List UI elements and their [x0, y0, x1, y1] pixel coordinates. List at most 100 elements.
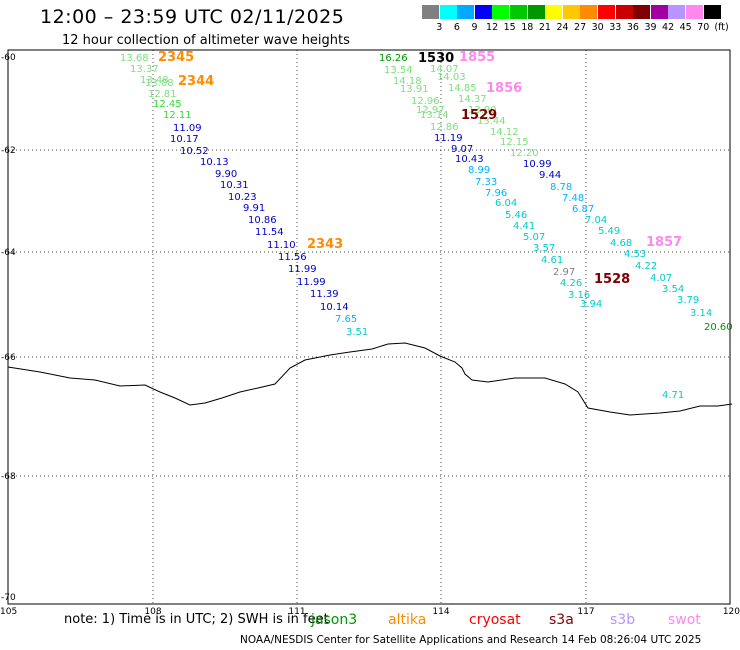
- wave-height-value: 4.41: [513, 221, 535, 232]
- colorbar-label: 12: [486, 22, 499, 33]
- colorbar-label: 9: [471, 22, 478, 33]
- wave-height-value: 11.99: [297, 277, 326, 288]
- colorbar-swatch: [686, 5, 703, 19]
- wave-height-value: 20.60: [704, 322, 733, 333]
- colorbar-swatch: [598, 5, 615, 19]
- wave-height-value: 11.09: [173, 123, 202, 134]
- colorbar-swatch: [668, 5, 686, 19]
- colorbar-label: 21: [538, 22, 551, 33]
- colorbar-label: 15: [503, 22, 516, 33]
- map-subtitle: 12 hour collection of altimeter wave hei…: [62, 33, 350, 48]
- wave-height-value: 11.56: [278, 252, 307, 263]
- wave-height-value: 12.45: [153, 99, 182, 110]
- longitude-label: 111: [288, 607, 305, 617]
- wave-height-value: 13.14: [420, 110, 449, 121]
- wave-height-value: 11.10: [267, 240, 296, 251]
- wave-height-value: 9.44: [539, 170, 561, 181]
- wave-height-value: 14.85: [448, 83, 477, 94]
- wave-height-value: 13.54: [384, 65, 413, 76]
- longitude-labels: 105 108 111 114 117 120: [0, 607, 740, 617]
- wave-height-value: 2.97: [553, 267, 575, 278]
- colorbar-swatch: [545, 5, 563, 19]
- wave-height-value: 9.91: [243, 203, 265, 214]
- colorbar-label: 70: [697, 22, 710, 33]
- pass-time-label: 2344: [178, 74, 214, 89]
- colorbar-label: 42: [662, 22, 675, 33]
- legend-altika: altika: [388, 612, 427, 628]
- colorbar-swatch: [580, 5, 598, 19]
- wave-height-value: 4.53: [624, 249, 646, 260]
- colorbar-swatch: [492, 5, 510, 19]
- pass-time-label: 1855: [459, 50, 495, 65]
- wave-height-value: 13.90: [468, 105, 497, 116]
- wave-height-value: 12.96: [411, 96, 440, 107]
- pass-time-label: 2343: [307, 237, 343, 252]
- pass-time-label: 1529: [461, 108, 497, 123]
- colorbar-label: 6: [453, 22, 460, 33]
- colorbar-swatch: [650, 5, 668, 19]
- wave-height-value: 3.79: [677, 295, 699, 306]
- wave-height-value: 12.11: [163, 110, 192, 121]
- colorbar-label: 18: [521, 22, 534, 33]
- latitude-label: -64: [1, 248, 16, 258]
- latitude-label: -70: [1, 593, 16, 603]
- wave-height-value: 14.12: [490, 127, 519, 138]
- wave-height-value: 9.90: [215, 169, 237, 180]
- wave-height-value: 11.99: [288, 264, 317, 275]
- colorbar-swatch: [562, 5, 580, 19]
- wave-height-value: 10.99: [523, 159, 552, 170]
- pass-time-label: 1530: [418, 51, 454, 66]
- wave-height-value: 12.15: [500, 137, 529, 148]
- footer-credit: NOAA/NESDIS Center for Satellite Applica…: [240, 634, 702, 646]
- colorbar-label: 3: [436, 22, 443, 33]
- wave-height-value: 5.46: [505, 210, 527, 221]
- wave-height-value: 10.86: [248, 215, 277, 226]
- wave-height-value: 4.07: [650, 273, 672, 284]
- wave-height-value: 8.99: [468, 165, 490, 176]
- colorbar-unit: (ft): [714, 22, 729, 33]
- colorbar-swatch: [422, 5, 439, 19]
- wave-height-value: 12.86: [430, 122, 459, 133]
- pass-time-label: 1857: [646, 235, 682, 250]
- wave-height-value: 12.81: [148, 89, 177, 100]
- wave-height-value: 6.04: [495, 198, 517, 209]
- legend-s3a: s3a: [549, 612, 574, 628]
- colorbar-swatch: [439, 5, 457, 19]
- colorbar-label: 36: [626, 22, 639, 33]
- longitude-label: 114: [432, 607, 449, 617]
- wave-height-value: 4.26: [560, 278, 582, 289]
- wave-height-value: 10.31: [220, 180, 249, 191]
- wave-height-value: 14.07: [430, 64, 459, 75]
- wave-height-value: 10.14: [320, 302, 349, 313]
- colorbar-label: 27: [574, 22, 587, 33]
- pass-time-label: 2345: [158, 50, 194, 65]
- wave-height-value: 13.48: [140, 75, 169, 86]
- wave-height-value: 9.07: [451, 144, 473, 155]
- wave-height-value: 14.37: [458, 94, 487, 105]
- legend-jason3: jason3: [311, 612, 358, 628]
- colorbar-swatch: [615, 5, 633, 19]
- wave-height-value: 4.71: [662, 390, 684, 401]
- colorbar-label: 24: [556, 22, 569, 33]
- wave-height-value: 4.61: [541, 255, 563, 266]
- pass-time-labels: 2345 2344 2343 1530 1529 1528 1855 1856 1857: [158, 50, 682, 287]
- wave-height-value: 3.51: [346, 327, 368, 338]
- colorbar-label: 33: [609, 22, 622, 33]
- wave-height-value: 4.22: [635, 261, 657, 272]
- longitude-label: 117: [577, 607, 594, 617]
- colorbar-label: 39: [644, 22, 657, 33]
- legend-s3b: s3b: [610, 612, 636, 628]
- wave-height-value: 6.87: [572, 204, 594, 215]
- wave-height-value: 11.39: [310, 289, 339, 300]
- wave-height-value: 3.16: [568, 290, 590, 301]
- wave-height-value: 13.44: [477, 116, 506, 127]
- colorbar-swatch: [633, 5, 651, 19]
- footer-note: note: 1) Time is in UTC; 2) SWH is in fe…: [64, 612, 329, 627]
- wave-height-value: 13.91: [400, 84, 429, 95]
- wave-height-value: 13.08: [145, 78, 174, 89]
- wave-height-value: 13.68: [120, 53, 149, 64]
- colorbar-swatch: [457, 5, 475, 19]
- wave-height-value: 10.13: [200, 157, 229, 168]
